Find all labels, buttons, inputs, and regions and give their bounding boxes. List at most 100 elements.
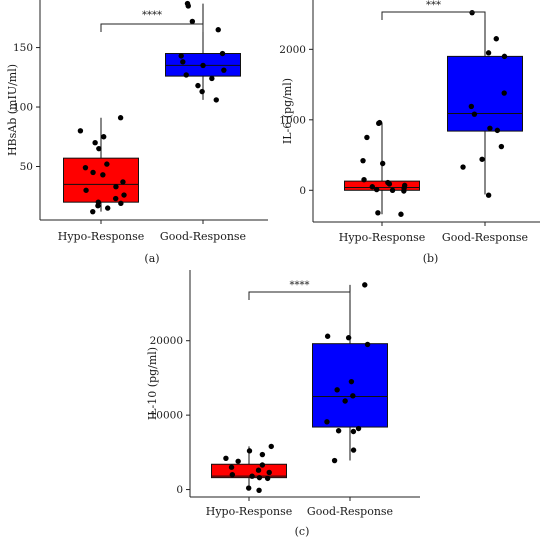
data-point <box>219 50 226 57</box>
box-iqr <box>211 463 287 479</box>
data-point <box>83 187 89 193</box>
data-point <box>350 428 357 435</box>
panel-a: 50 100 150 Hypo-Response Good-Response HBsAb … <box>6 0 268 265</box>
data-point <box>223 455 229 461</box>
y-tick-label: 0 <box>299 185 306 197</box>
data-point <box>189 18 196 25</box>
y-tick-label: 10000 <box>150 410 183 422</box>
data-point <box>376 120 382 127</box>
y-tick-label: 0 <box>176 484 183 496</box>
x-category-label: Good-Response <box>160 230 246 243</box>
y-axis-label: IL-6 (pg/ml) <box>281 78 294 144</box>
data-point <box>235 458 241 464</box>
data-point <box>268 443 274 450</box>
data-point <box>361 177 367 183</box>
significance-label: **** <box>142 10 162 21</box>
significance-bracket <box>100 23 204 32</box>
box-good-response <box>165 0 241 103</box>
x-category-label: Good-Response <box>307 505 393 518</box>
data-point <box>389 187 396 193</box>
y-axis-label: IL-10 (pg/ml) <box>146 347 159 420</box>
data-point <box>183 72 189 78</box>
data-point <box>104 161 110 167</box>
data-point <box>121 192 127 198</box>
box-iqr <box>447 55 523 132</box>
data-point <box>185 3 191 9</box>
significance-label: **** <box>290 280 310 291</box>
panel-c: 0 10000 20000 Hypo-Response Good-Response IL-… <box>146 270 420 537</box>
y-axis-label: HBsAb (mIU/ml) <box>6 64 19 156</box>
data-point <box>245 485 252 491</box>
data-point <box>362 282 368 288</box>
data-point <box>494 127 501 134</box>
data-point <box>229 471 236 478</box>
panel-label: (b) <box>423 252 439 265</box>
y-tick-label: 1000 <box>279 114 306 126</box>
data-point <box>471 111 478 117</box>
panel-b: 0 1000 2000 Hypo-Response Good-Response IL-6 … <box>279 0 540 265</box>
data-point <box>255 467 262 473</box>
data-point <box>246 448 253 454</box>
data-point <box>117 115 124 121</box>
data-point <box>324 419 330 425</box>
box-iqr <box>344 180 420 191</box>
panel-label: (a) <box>144 252 159 265</box>
significance-label: *** <box>426 0 441 11</box>
data-point <box>345 335 352 341</box>
data-point <box>209 75 215 82</box>
data-point <box>259 462 266 468</box>
data-point <box>90 208 96 215</box>
data-point <box>398 211 404 217</box>
x-category-label: Hypo-Response <box>206 505 293 518</box>
data-point <box>460 164 466 170</box>
data-point <box>364 134 370 141</box>
data-point <box>113 184 119 190</box>
data-point <box>221 67 227 73</box>
data-point <box>331 457 338 464</box>
data-point <box>379 160 386 167</box>
data-point <box>180 59 186 65</box>
y-tick-label: 2000 <box>279 44 306 56</box>
data-point <box>369 184 376 190</box>
data-point <box>200 62 206 69</box>
data-point <box>118 200 124 207</box>
data-point <box>256 487 262 494</box>
data-point <box>401 188 407 194</box>
data-point <box>342 398 348 404</box>
box-good-response <box>447 9 523 198</box>
data-point <box>355 425 362 432</box>
data-point <box>90 169 96 176</box>
y-tick-label: 150 <box>13 42 33 54</box>
data-point <box>105 205 111 211</box>
data-point <box>479 156 485 162</box>
data-point <box>215 27 221 33</box>
data-point <box>228 464 235 470</box>
data-point <box>256 474 263 481</box>
data-point <box>350 393 356 399</box>
data-point <box>264 475 271 482</box>
data-point <box>348 378 355 385</box>
data-point <box>501 53 508 60</box>
x-category-label: Hypo-Response <box>58 230 145 243</box>
data-point <box>386 181 393 187</box>
significance-bracket <box>381 11 486 20</box>
box-good-response <box>312 282 388 464</box>
y-tick-label: 100 <box>13 102 33 114</box>
data-point <box>364 341 371 348</box>
data-point <box>96 145 102 152</box>
data-point <box>485 192 492 198</box>
data-point <box>77 128 84 134</box>
data-point <box>112 195 119 202</box>
data-point <box>82 164 89 171</box>
box-iqr <box>312 343 388 428</box>
data-point <box>373 186 380 193</box>
data-point <box>95 203 101 209</box>
data-point <box>213 97 219 103</box>
data-point <box>324 333 331 339</box>
y-tick-label: 20000 <box>150 335 183 347</box>
significance-bracket <box>248 291 351 300</box>
data-point <box>178 53 184 59</box>
data-point <box>493 36 499 42</box>
box-hypo-response <box>344 119 420 217</box>
